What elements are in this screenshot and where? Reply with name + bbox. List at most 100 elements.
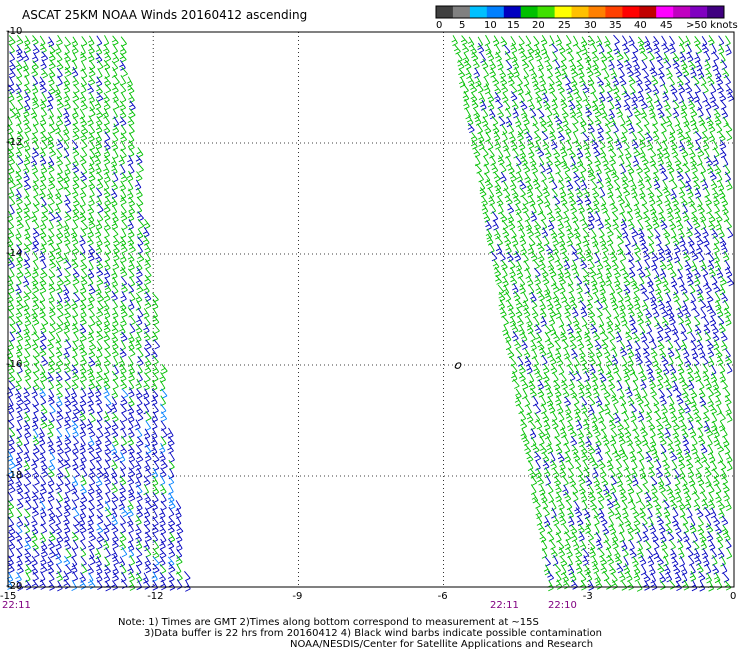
- wind-barb: [550, 363, 558, 375]
- wind-barb: [492, 123, 500, 135]
- wind-barb: [669, 124, 676, 136]
- wind-barb: [585, 156, 593, 167]
- wind-barb: [668, 314, 676, 326]
- wind-barb: [649, 564, 656, 576]
- wind-barb: [566, 356, 572, 367]
- wind-barb: [540, 171, 547, 182]
- wind-barb: [88, 484, 95, 495]
- wind-barb: [488, 108, 496, 120]
- wind-barb: [515, 388, 522, 400]
- wind-barb: [105, 547, 111, 559]
- wind-barb: [645, 540, 652, 551]
- wind-barb: [103, 59, 111, 71]
- wind-barb: [161, 492, 167, 504]
- wind-barb: [136, 147, 144, 158]
- wind-barb: [135, 171, 143, 182]
- wind-barb: [135, 331, 142, 343]
- wind-barb: [539, 116, 547, 127]
- wind-barb: [689, 523, 697, 534]
- wind-barb: [619, 67, 625, 79]
- wind-barb: [686, 227, 693, 238]
- wind-barb: [641, 50, 648, 61]
- wind-barb: [160, 532, 167, 544]
- wind-barb: [142, 572, 149, 584]
- wind-barb: [73, 331, 79, 343]
- wind-barb: [95, 252, 103, 264]
- colorbar: [435, 5, 725, 19]
- wind-barb: [705, 516, 712, 528]
- wind-barb: [705, 572, 712, 584]
- wind-barb: [719, 411, 726, 422]
- wind-barb: [670, 140, 678, 151]
- wind-barb: [687, 467, 695, 479]
- wind-barb: [515, 348, 523, 359]
- wind-barb: [135, 547, 143, 558]
- wind-barb: [551, 98, 558, 111]
- wind-barb: [576, 515, 584, 527]
- wind-barb: [80, 492, 88, 504]
- wind-barb: [71, 139, 79, 151]
- wind-barb: [509, 356, 517, 367]
- wind-barb: [24, 180, 32, 191]
- wind-barb: [495, 274, 502, 285]
- wind-barb: [681, 300, 688, 312]
- wind-barb: [693, 316, 701, 327]
- wind-barb: [475, 163, 482, 174]
- wind-barb: [121, 172, 128, 183]
- wind-barb: [111, 276, 118, 288]
- wind-barb: [57, 491, 64, 503]
- wind-barb: [152, 314, 160, 326]
- wind-barb: [79, 443, 86, 455]
- wind-barb: [673, 468, 680, 480]
- wind-barb: [586, 203, 594, 214]
- wind-barb: [64, 428, 71, 440]
- wind-barb: [691, 484, 698, 495]
- wind-barb: [640, 379, 647, 390]
- wind-barb: [128, 163, 135, 175]
- wind-barb: [703, 459, 711, 471]
- wind-barb: [593, 387, 600, 399]
- wind-barb: [644, 491, 652, 503]
- wind-barb: [725, 44, 732, 56]
- wind-barb: [169, 452, 175, 463]
- wind-barb: [558, 43, 566, 54]
- wind-barb: [32, 468, 40, 479]
- wind-barb: [581, 396, 588, 407]
- wind-barb: [591, 42, 598, 54]
- wind-barb: [703, 324, 711, 335]
- wind-barb: [684, 491, 692, 503]
- wind-barb: [89, 106, 96, 118]
- wind-barb: [462, 43, 470, 54]
- wind-barb: [17, 490, 24, 501]
- wind-barb: [700, 452, 708, 464]
- wind-barb: [609, 434, 617, 446]
- wind-barb: [589, 355, 596, 366]
- wind-barb: [599, 379, 607, 391]
- wind-barb: [120, 266, 128, 278]
- wind-barb: [176, 579, 183, 590]
- wind-barb: [626, 339, 633, 351]
- wind-barb: [672, 196, 679, 207]
- y-tick-label: -18: [6, 470, 23, 481]
- wind-barb: [529, 331, 536, 342]
- wind-barb: [713, 108, 721, 119]
- wind-barb: [631, 131, 638, 142]
- wind-barb: [715, 524, 722, 535]
- wind-barb: [79, 315, 87, 326]
- wind-barb: [41, 211, 49, 222]
- wind-barb: [588, 170, 596, 181]
- wind-barb: [16, 498, 24, 510]
- wind-barb: [613, 180, 621, 191]
- wind-barb: [704, 186, 710, 198]
- wind-barb: [663, 228, 671, 239]
- wind-barb: [105, 507, 112, 518]
- wind-barb: [638, 403, 645, 415]
- wind-barb: [121, 435, 127, 447]
- wind-barb: [8, 283, 15, 295]
- wind-barb: [534, 274, 541, 286]
- wind-barb: [40, 236, 47, 247]
- wind-barb: [709, 307, 717, 318]
- wind-barb: [541, 547, 548, 559]
- wind-barb: [699, 298, 707, 309]
- wind-barb: [715, 299, 722, 311]
